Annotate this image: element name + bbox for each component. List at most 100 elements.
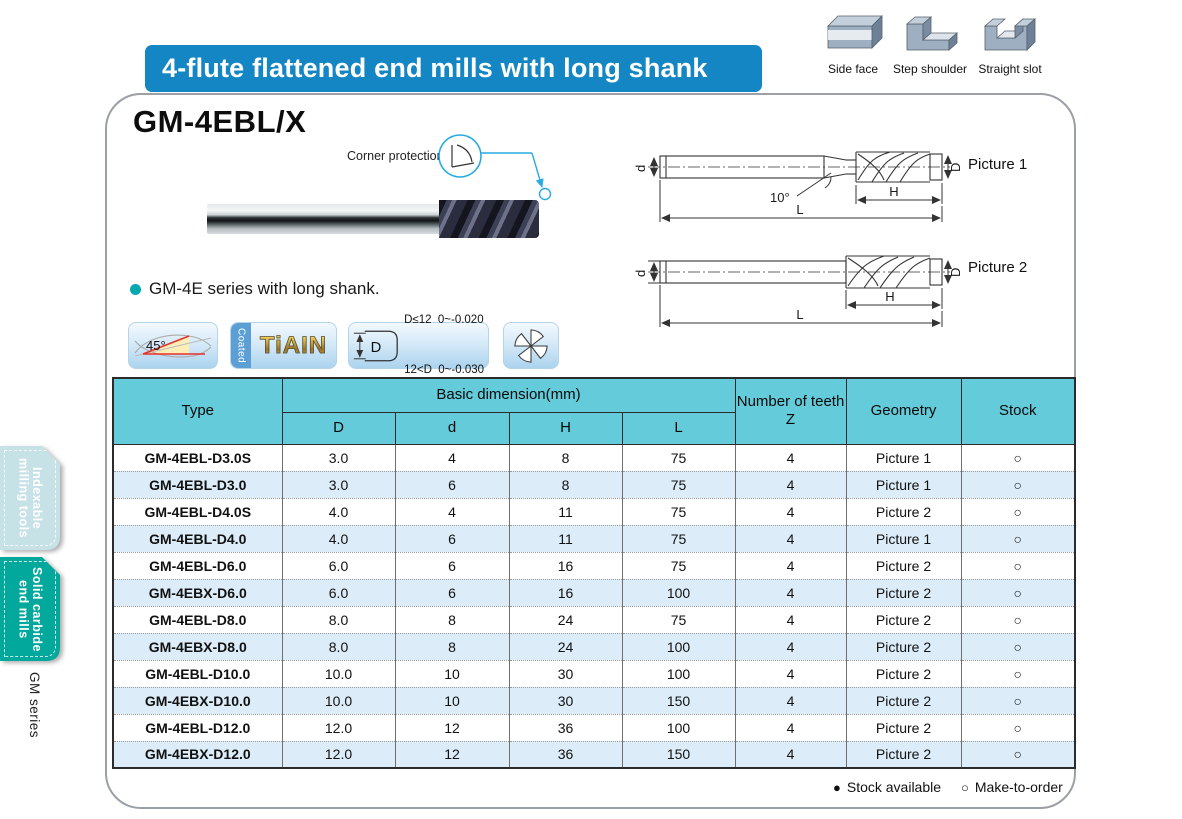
workpiece-label: Side face <box>827 62 879 76</box>
header-teeth-z: Z <box>785 411 796 429</box>
cell-geometry: Picture 2 <box>845 713 962 741</box>
spec-table-wrap: Type Basic dimension(mm) Number of teeth… <box>112 377 1077 769</box>
filled-circle-icon: ● <box>833 779 841 795</box>
stock-symbol: ○ <box>960 740 1076 768</box>
cell-Z: 4 <box>734 659 847 687</box>
cell-type: GM-4EBL-D3.0S <box>112 444 283 471</box>
cell-d: 8 <box>394 632 510 660</box>
cell-H: 24 <box>508 605 623 633</box>
cell-d: 10 <box>394 686 510 714</box>
cell-H: 24 <box>508 632 623 660</box>
cell-type: GM-4EBX-D8.0 <box>112 632 283 660</box>
cell-L: 100 <box>621 632 736 660</box>
cell-Z: 4 <box>734 470 847 498</box>
cell-d: 4 <box>394 444 510 471</box>
cell-type: GM-4EBL-D12.0 <box>112 713 283 741</box>
cell-Z: 4 <box>734 632 847 660</box>
cell-D: 6.0 <box>281 578 396 606</box>
workpiece-label: Straight slot <box>978 62 1042 76</box>
cell-D: 3.0 <box>281 444 396 471</box>
cell-Z: 4 <box>734 524 847 552</box>
dim-d-label: d <box>633 165 648 172</box>
cell-H: 8 <box>508 470 623 498</box>
cell-geometry: Picture 2 <box>845 686 962 714</box>
stock-symbol: ○ <box>960 605 1076 633</box>
bullet-dot-icon <box>130 284 141 295</box>
cell-L: 100 <box>621 578 736 606</box>
legend-make-to-order: ○ Make-to-order <box>961 779 1063 795</box>
cell-Z: 4 <box>734 551 847 579</box>
cell-L: 150 <box>621 686 736 714</box>
stock-symbol: ○ <box>960 632 1076 660</box>
table-row: GM-4EBX-D12.0 12.0 12 36 150 4 Picture 2 ○ <box>112 740 1076 768</box>
cell-L: 75 <box>621 444 736 471</box>
cell-H: 11 <box>508 524 623 552</box>
cell-type: GM-4EBL-D4.0 <box>112 524 283 552</box>
cell-L: 100 <box>621 713 736 741</box>
corner-protection-callout <box>438 134 552 201</box>
model-title: GM-4EBL/X <box>133 104 307 139</box>
cell-D: 12.0 <box>281 713 396 741</box>
cell-d: 12 <box>394 713 510 741</box>
tolerance-line2: 12<D 0~-0.030 <box>404 364 484 377</box>
cell-type: GM-4EBL-D3.0 <box>112 470 283 498</box>
table-row: GM-4EBL-D6.0 6.0 6 16 75 4 Picture 2 ○ <box>112 551 1076 579</box>
table-row: GM-4EBX-D6.0 6.0 6 16 100 4 Picture 2 ○ <box>112 578 1076 606</box>
cell-type: GM-4EBX-D12.0 <box>112 740 283 768</box>
cell-Z: 4 <box>734 444 847 471</box>
cell-d: 8 <box>394 605 510 633</box>
dim-L-label: L <box>796 307 803 322</box>
header-geometry: Geometry <box>845 377 962 445</box>
cell-d: 12 <box>394 740 510 768</box>
corner-protection-label: Corner protection <box>347 149 444 163</box>
cell-geometry: Picture 1 <box>845 524 962 552</box>
cell-type: GM-4EBX-D6.0 <box>112 578 283 606</box>
table-row: GM-4EBL-D12.0 12.0 12 36 100 4 Picture 2 ○ <box>112 713 1076 741</box>
cell-L: 150 <box>621 740 736 768</box>
cell-type: GM-4EBL-D8.0 <box>112 605 283 633</box>
stock-symbol: ○ <box>960 578 1076 606</box>
cell-D: 4.0 <box>281 497 396 525</box>
table-row: GM-4EBX-D8.0 8.0 8 24 100 4 Picture 2 ○ <box>112 632 1076 660</box>
cell-H: 30 <box>508 686 623 714</box>
header-H: H <box>508 411 623 445</box>
cell-D: 12.0 <box>281 740 396 768</box>
cell-type: GM-4EBX-D10.0 <box>112 686 283 714</box>
sidebar-tab-solid-carbide-end-mills[interactable]: Solid carbide end mills <box>0 557 60 661</box>
dim-d-label: d <box>633 270 648 277</box>
cell-H: 36 <box>508 713 623 741</box>
cell-d: 4 <box>394 497 510 525</box>
page-title: 4-flute flattened end mills with long sh… <box>145 45 762 92</box>
cell-Z: 4 <box>734 497 847 525</box>
cell-geometry: Picture 2 <box>845 659 962 687</box>
cell-geometry: Picture 2 <box>845 605 962 633</box>
stock-symbol: ○ <box>960 659 1076 687</box>
coating-name-label: TiAIN <box>251 323 336 368</box>
stock-symbol: ○ <box>960 524 1076 552</box>
sidebar-tab-indexable-milling-tools[interactable]: Indexable milling tools <box>0 446 60 550</box>
angle-label: 10° <box>770 190 790 205</box>
four-flute-cross-section-icon <box>514 328 548 363</box>
header-teeth-label: Number of teeth <box>736 393 845 411</box>
table-row: GM-4EBL-D10.0 10.0 10 30 100 4 Picture 2 ○ <box>112 659 1076 687</box>
stock-symbol: ○ <box>960 444 1076 471</box>
cell-L: 75 <box>621 605 736 633</box>
cell-d: 10 <box>394 659 510 687</box>
tolerance-D-symbol: D <box>371 339 382 355</box>
cell-H: 36 <box>508 740 623 768</box>
cell-type: GM-4EBL-D4.0S <box>112 497 283 525</box>
cell-Z: 4 <box>734 578 847 606</box>
cell-D: 3.0 <box>281 470 396 498</box>
stock-symbol: ○ <box>960 686 1076 714</box>
cell-Z: 4 <box>734 713 847 741</box>
cell-D: 6.0 <box>281 551 396 579</box>
cell-D: 4.0 <box>281 524 396 552</box>
technical-drawing-picture2: d D H L <box>633 255 962 327</box>
helix-angle-label: 45° <box>146 338 166 353</box>
cell-d: 6 <box>394 551 510 579</box>
helix-45-icon: 45° <box>134 334 212 358</box>
workpiece-side-face: Side face <box>816 10 890 76</box>
cell-geometry: Picture 1 <box>845 444 962 471</box>
cell-Z: 4 <box>734 686 847 714</box>
